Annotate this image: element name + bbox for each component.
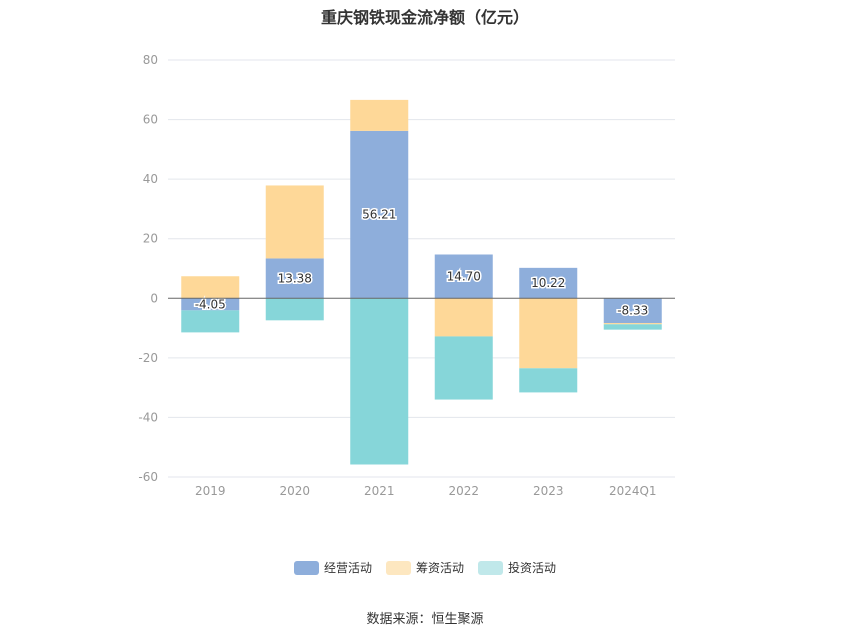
bar-financing [603,323,662,325]
bar-financing [265,185,324,259]
chart-title: 重庆钢铁现金流净额（亿元） [320,8,529,27]
data-label: -8.33 [617,304,648,318]
legend-item-operating[interactable]: 经营活动 [293,559,372,576]
x-tick-label: 2020 [279,484,310,498]
bar-operating [434,254,493,299]
legend-label: 投资活动 [508,561,557,575]
bar-operating [603,298,662,324]
legend-label: 经营活动 [323,561,372,575]
bar-financing [181,276,240,299]
x-tick-label: 2019 [195,484,226,498]
bar-operating [181,298,240,311]
data-label: -4.05 [195,297,226,311]
legend-item-investing[interactable]: 投资活动 [478,559,556,576]
legend-swatch [293,560,319,575]
bar-financing [434,298,493,337]
y-tick-label: 80 [143,53,158,67]
bar-investing [519,368,578,393]
data-label: 56.21 [362,208,396,222]
y-tick-label: 20 [143,232,158,246]
legend-label: 筹资活动 [415,561,464,575]
data-label: 14.70 [447,269,481,283]
legend-swatch [478,560,503,575]
bar-investing [434,336,493,400]
y-tick-label: 40 [143,172,158,186]
bar-operating [265,258,324,299]
bar-investing [181,310,240,333]
x-tick-label: 2023 [533,484,564,498]
y-tick-label: -60 [138,470,158,484]
data-label: 10.22 [531,276,565,290]
legend: 经营活动 筹资活动 投资活动 [0,559,850,576]
x-tick-label: 2022 [448,484,479,498]
bar-operating [350,130,409,299]
bar-financing [519,298,578,369]
y-tick-label: -20 [138,351,158,365]
legend-swatch [385,560,411,575]
data-label: 13.38 [278,271,312,285]
x-tick-label: 2024Q1 [609,484,657,498]
bar-operating [519,267,578,299]
legend-item-financing[interactable]: 筹资活动 [385,559,464,576]
bar-financing [350,99,409,131]
x-tick-label: 2021 [364,484,395,498]
y-tick-label: 60 [143,113,158,127]
y-tick-label: 0 [150,291,158,305]
bar-investing [350,298,409,465]
data-source: 数据来源：恒生聚源 [366,612,484,627]
y-tick-label: -40 [138,410,158,424]
bar-investing [265,298,324,321]
bar-investing [603,324,662,330]
